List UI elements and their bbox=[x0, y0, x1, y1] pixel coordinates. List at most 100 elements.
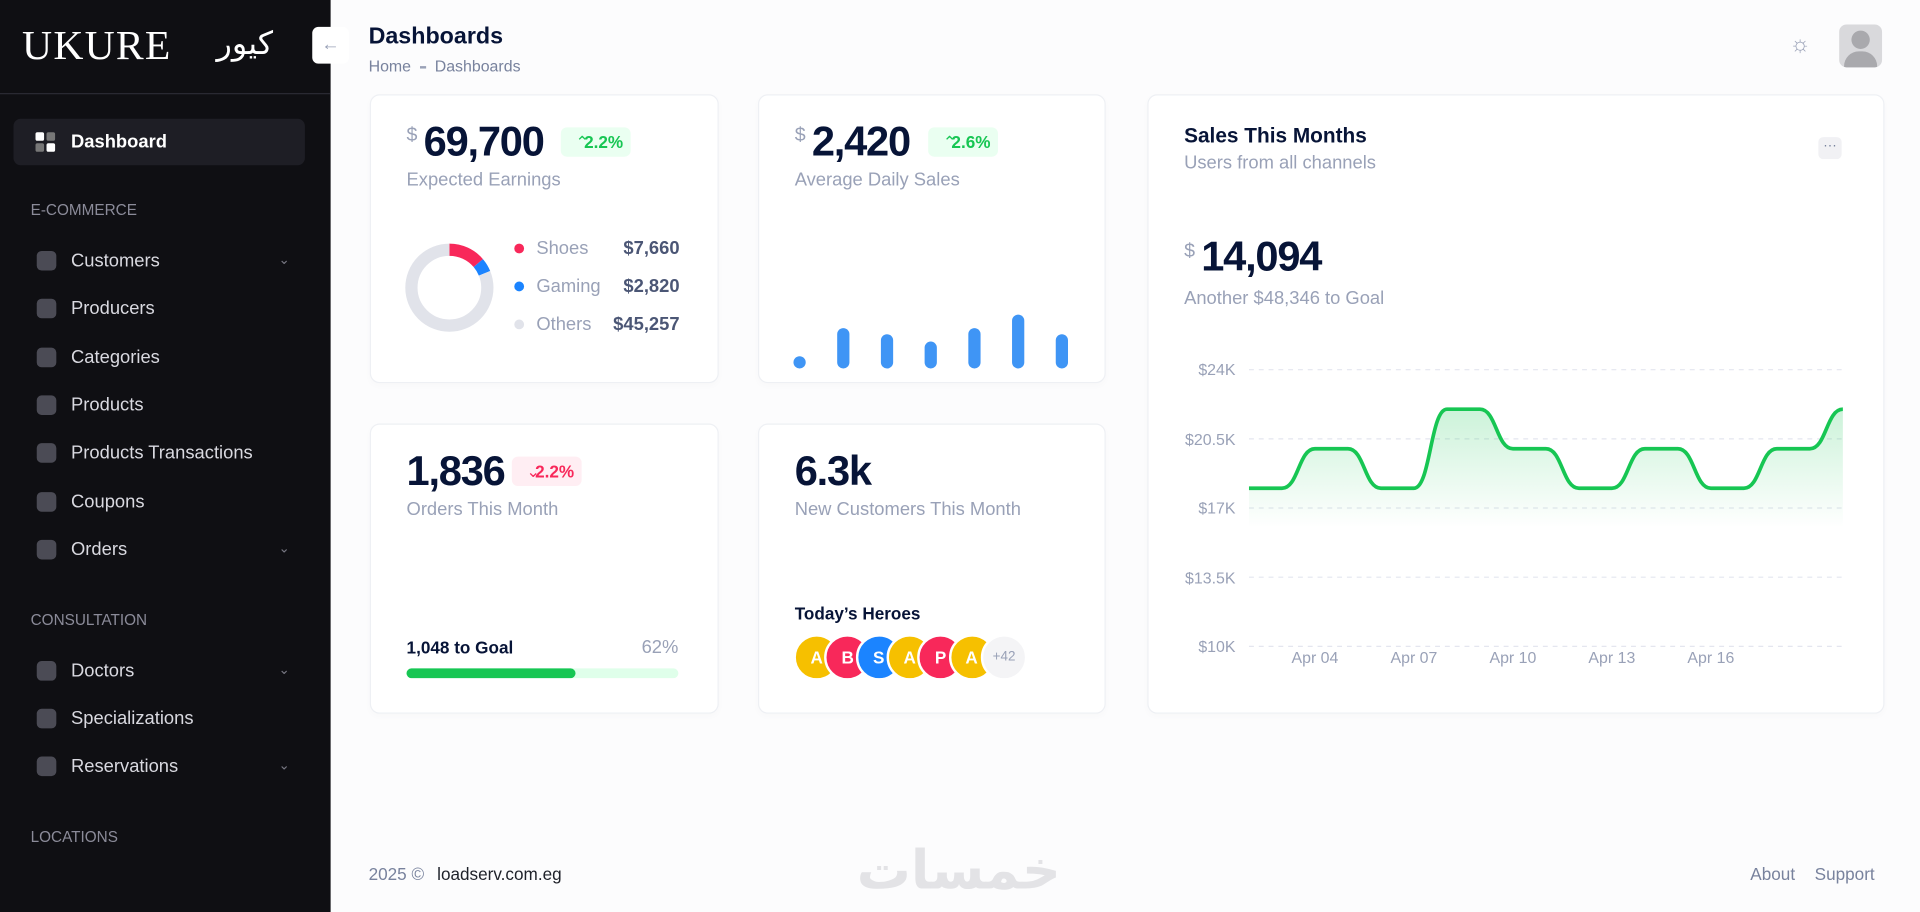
menu-icon bbox=[36, 250, 57, 271]
page-title: Dashboards bbox=[368, 23, 504, 50]
menu-icon bbox=[36, 539, 57, 560]
menu-icon bbox=[36, 347, 57, 367]
menu-chevron[interactable]: ⌄ bbox=[278, 758, 290, 774]
menu-icon bbox=[36, 708, 57, 729]
dashboard-icon bbox=[35, 132, 56, 152]
change-value: 2.2% bbox=[584, 132, 624, 152]
earnings-card bbox=[369, 94, 719, 384]
menu-item-active[interactable]: Dashboard bbox=[71, 131, 167, 153]
theme-toggle[interactable]: ☼ bbox=[1789, 31, 1811, 58]
bar bbox=[793, 356, 806, 369]
card-title: Sales This Months bbox=[1184, 124, 1367, 148]
footer-year: 2025 © bbox=[368, 864, 425, 884]
legend-dot bbox=[514, 243, 525, 254]
collapse-button[interactable]: ← bbox=[312, 26, 349, 64]
bar bbox=[1012, 314, 1025, 369]
legend-label: Others bbox=[536, 313, 592, 335]
legend-label: Gaming bbox=[536, 276, 601, 297]
y-tick-label: $13.5K bbox=[1185, 568, 1236, 587]
heroes-title: Today’s Heroes bbox=[794, 603, 921, 624]
menu-item[interactable]: Doctors bbox=[71, 660, 135, 681]
hero-initial: A bbox=[810, 647, 823, 668]
footer-link[interactable]: Support bbox=[1814, 864, 1875, 884]
card-subtitle: Users from all channels bbox=[1184, 152, 1377, 174]
stat-value: 6.3k bbox=[794, 448, 872, 495]
menu-item[interactable]: Orders bbox=[71, 538, 128, 560]
stat-value: 69,700 bbox=[423, 118, 545, 166]
x-tick-label: Apr 04 bbox=[1291, 648, 1339, 667]
line bbox=[1248, 407, 1844, 491]
y-tick-label: $20.5K bbox=[1185, 429, 1236, 449]
change-badge bbox=[560, 127, 631, 157]
menu-item[interactable]: Customers bbox=[71, 250, 160, 272]
stat-value: 2,420 bbox=[811, 118, 911, 166]
change-badge bbox=[511, 456, 582, 486]
menu-icon bbox=[36, 443, 57, 463]
legend-value: $45,257 bbox=[613, 313, 680, 335]
menu-item[interactable]: Specializations bbox=[71, 708, 194, 730]
stat-label: Orders This Month bbox=[406, 498, 559, 520]
change-value: 2.2% bbox=[535, 461, 575, 482]
hero-more[interactable] bbox=[980, 634, 1028, 681]
menu-icon bbox=[36, 757, 57, 777]
bar bbox=[837, 328, 850, 369]
change-arrow: ⌃ bbox=[575, 132, 589, 152]
line-area bbox=[1248, 409, 1843, 528]
x-tick-label: Apr 16 bbox=[1687, 648, 1735, 667]
donut-segment bbox=[405, 243, 494, 332]
currency: $ bbox=[1184, 241, 1195, 262]
menu-chevron[interactable]: ⌄ bbox=[278, 662, 290, 678]
goal-text: 1,048 to Goal bbox=[406, 637, 514, 658]
menu-button[interactable]: ··· bbox=[1818, 137, 1842, 160]
change-arrow: ⌃ bbox=[942, 132, 957, 152]
menu-section-title: LOCATIONS bbox=[30, 828, 118, 847]
menu-section-title: CONSULTATION bbox=[30, 611, 148, 629]
x-tick-label: Apr 07 bbox=[1390, 648, 1438, 667]
user-avatar[interactable] bbox=[1839, 24, 1883, 68]
legend-value: $7,660 bbox=[623, 238, 680, 259]
menu-item[interactable]: Reservations bbox=[71, 756, 179, 778]
hero-initial: B bbox=[841, 647, 854, 668]
y-tick-label: $17K bbox=[1198, 498, 1236, 518]
stat-value: 14,094 bbox=[1201, 233, 1322, 281]
menu-icon bbox=[36, 491, 57, 512]
menu-icon bbox=[36, 299, 57, 319]
change-badge bbox=[928, 127, 998, 157]
currency: $ bbox=[406, 124, 418, 146]
progress-bar bbox=[406, 668, 576, 679]
bar bbox=[968, 328, 981, 369]
stat-label: Another $48,346 to Goal bbox=[1184, 288, 1385, 310]
menu-item[interactable]: Products bbox=[71, 394, 144, 416]
currency: $ bbox=[794, 124, 806, 146]
menu-section-title: E-COMMERCE bbox=[30, 201, 137, 219]
menu-chevron[interactable]: ⌄ bbox=[278, 252, 290, 268]
legend-dot bbox=[514, 281, 525, 292]
menu-chevron[interactable]: ⌄ bbox=[278, 541, 290, 557]
legend-dot bbox=[514, 319, 525, 330]
menu-item[interactable]: Producers bbox=[71, 298, 155, 320]
goal-percent: 62% bbox=[641, 637, 679, 658]
hero-initial: A bbox=[965, 647, 978, 668]
menu-icon bbox=[36, 660, 57, 681]
active-menu-bg[interactable] bbox=[13, 118, 305, 166]
menu-item[interactable]: Coupons bbox=[71, 490, 145, 512]
y-tick-label: $10K bbox=[1198, 637, 1236, 656]
stat-label: Expected Earnings bbox=[406, 169, 561, 191]
watermark: خمسات bbox=[856, 839, 1061, 903]
hero-initial: S bbox=[872, 647, 885, 668]
stat-label: Average Daily Sales bbox=[794, 169, 960, 191]
menu-item[interactable]: Products Transactions bbox=[71, 442, 253, 464]
footer-link[interactable]: About bbox=[1750, 864, 1796, 884]
logo-arabic: كيور bbox=[216, 25, 274, 63]
breadcrumb-item[interactable]: Home bbox=[368, 56, 412, 76]
bar bbox=[924, 341, 937, 369]
footer-site[interactable]: loadserv.com.eg bbox=[437, 864, 562, 884]
menu-item[interactable]: Categories bbox=[71, 346, 160, 368]
stat-value: 1,836 bbox=[406, 448, 506, 495]
legend-value: $2,820 bbox=[623, 276, 680, 297]
x-tick-label: Apr 10 bbox=[1489, 648, 1537, 667]
y-tick-label: $24K bbox=[1198, 360, 1236, 379]
logo: UKURE bbox=[22, 23, 172, 69]
